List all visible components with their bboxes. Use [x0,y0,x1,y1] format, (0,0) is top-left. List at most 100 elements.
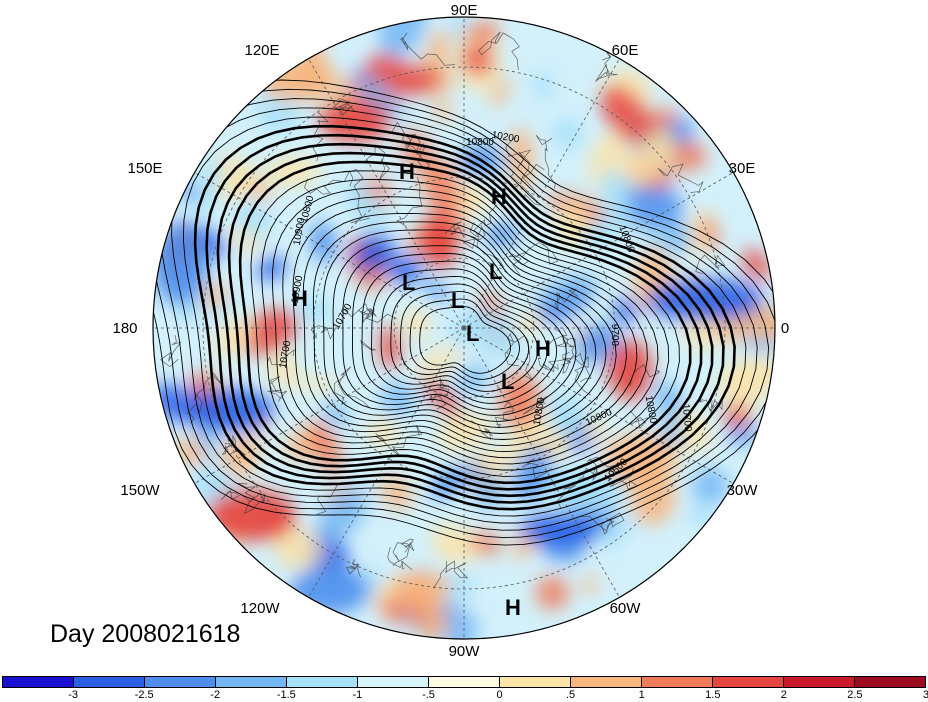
coastline-segment [513,184,542,206]
anomaly-blob [600,167,631,224]
longitude-label: 120W [240,600,280,617]
coastline-segment [508,251,528,276]
longitude-label: 30E [728,160,756,177]
coastline-segment [396,176,423,227]
colorbar [2,676,926,688]
height-contour [182,116,747,517]
coastline-segment [387,547,413,571]
high-pressure-label: H [535,336,551,361]
height-contour [238,160,692,485]
colorbar-segment [216,677,287,687]
height-contour [302,213,627,447]
longitude-label: 180 [112,320,138,337]
low-pressure-label: L [402,270,416,295]
anomaly-blob [344,179,385,231]
coastline-segment [332,99,356,117]
height-contour [371,268,558,404]
anomaly-blob [548,392,584,440]
anomaly-blob [598,517,637,551]
colorbar-tick-label: -2.5 [134,689,154,701]
geopotential-height-contours [153,79,775,546]
anomaly-blob [263,157,322,186]
parallel-line [393,257,535,399]
anomaly-blob [381,382,415,416]
colorbar-tick-label: -1.5 [276,689,296,701]
coastline-segment [548,351,572,374]
colorbar-tick-label: 1.5 [705,689,721,701]
anomaly-blob [427,30,451,64]
coastline-segment [657,163,704,193]
colorbar-segment [3,677,74,687]
coastline-segment [478,31,520,70]
anomaly-blob [323,400,348,427]
anomaly-blob [535,576,570,610]
longitude-label: 60W [609,600,641,617]
height-contour [250,170,680,477]
contour-label: 10900 [292,216,308,246]
colorbar-segment [713,677,784,687]
height-contour [153,79,775,546]
coastline-segment [470,420,494,440]
anomaly-blob [273,529,322,570]
coastline-segment [556,467,596,508]
colorbar-tick-label: -.5 [422,689,435,701]
height-contour [361,260,567,410]
coastline-segment [510,163,545,185]
anomaly-blob [423,376,462,420]
height-contour [332,237,597,428]
anomaly-blob [457,364,488,394]
anomaly-blob [401,65,439,95]
coastline-segment [267,376,287,402]
colorbar-segment [784,677,855,687]
parallel-line [202,66,726,590]
anomaly-blob [378,17,427,57]
coastline-segment [316,483,339,515]
anomaly-blob [437,414,493,450]
contour-label: 10800 [532,396,548,426]
height-contour [312,221,617,440]
coastline-segment [522,396,548,415]
anomaly-blob [206,489,294,541]
meridian-line [194,327,465,484]
colorbar-segment [429,677,500,687]
colorbar-segment [358,677,429,687]
low-pressure-label: L [451,288,465,313]
colorbar-tick-label: .5 [566,689,576,701]
colorbar-tick-label: 3 [922,689,928,701]
height-contour [419,306,511,374]
coastline-segment [586,456,625,481]
longitude-label: 150E [127,160,163,177]
colorbar-tick-label: -1 [352,689,363,701]
meridian-line [194,172,465,329]
high-pressure-label: H [399,159,415,184]
height-contour [171,107,758,524]
coastline-segment [375,425,423,457]
anomaly-blob [666,141,707,172]
anomaly-blob [432,102,453,121]
colorbar-segment [500,677,571,687]
map-boundary [152,16,776,640]
longitude-label: 30W [726,482,758,499]
coastline-segment [628,411,650,430]
anomaly-blob [402,309,431,337]
anomaly-blob [379,325,401,369]
high-pressure-label: H [505,595,521,620]
anomaly-blob [466,20,500,45]
colorbar-tick-label: 0 [496,689,503,701]
coastline-segment [392,538,414,567]
contour-label: 9700 [609,324,620,347]
colorbar-tick-label: 1 [638,689,645,701]
coastline-segment [220,483,256,502]
coastline-segment [400,32,455,66]
coastline-segment [536,327,568,373]
colorbar-segment [642,677,713,687]
height-contour [227,151,703,491]
longitude-label: 150W [120,482,160,499]
coastline-segment [243,492,266,515]
anomaly-blob [581,576,599,593]
meridian-line [463,172,734,329]
height-contour [159,98,770,531]
anomaly-blob [443,611,478,639]
height-contour [409,298,520,380]
